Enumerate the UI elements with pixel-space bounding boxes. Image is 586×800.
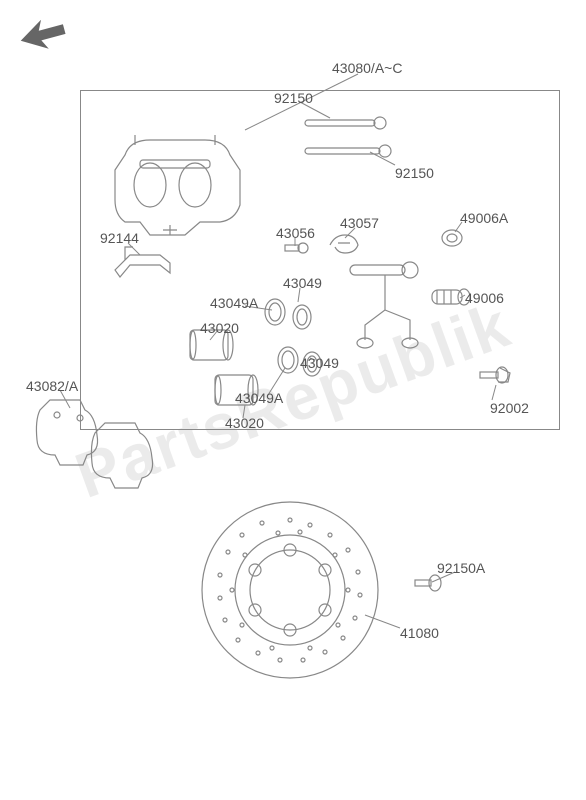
leader-lines [60, 74, 496, 628]
seal-ring-2 [293, 305, 311, 329]
label-92144: 92144 [100, 230, 139, 246]
boot-upper [442, 230, 462, 246]
bolt-flange [480, 367, 510, 383]
label-43049-a: 43049 [283, 275, 322, 291]
label-43056: 43056 [276, 225, 315, 241]
disc-bolt [415, 575, 441, 591]
bolt-pin-top [305, 117, 391, 157]
label-43049a-b: 43049A [235, 390, 283, 406]
label-43057: 43057 [340, 215, 379, 231]
label-92150a: 92150A [437, 560, 485, 576]
clip [330, 235, 358, 253]
label-43080: 43080/A~C [332, 60, 402, 76]
label-49006: 49006 [465, 290, 504, 306]
seal-ring-3 [278, 347, 298, 373]
label-43020-a: 43020 [200, 320, 239, 336]
label-43049a-a: 43049A [210, 295, 258, 311]
label-49006a: 49006A [460, 210, 508, 226]
label-92150-b: 92150 [395, 165, 434, 181]
label-92150-a: 92150 [274, 90, 313, 106]
seal-ring-1 [265, 299, 285, 325]
bolt-small [285, 243, 308, 253]
label-92002: 92002 [490, 400, 529, 416]
label-41080: 41080 [400, 625, 439, 641]
label-43020-b: 43020 [225, 415, 264, 431]
spring-clip [115, 247, 170, 277]
label-43082: 43082/A [26, 378, 78, 394]
bracket [350, 262, 418, 348]
brake-pads [36, 400, 152, 488]
caliper-body [115, 135, 240, 235]
brake-disc [202, 502, 378, 678]
label-43049-b: 43049 [300, 355, 339, 371]
